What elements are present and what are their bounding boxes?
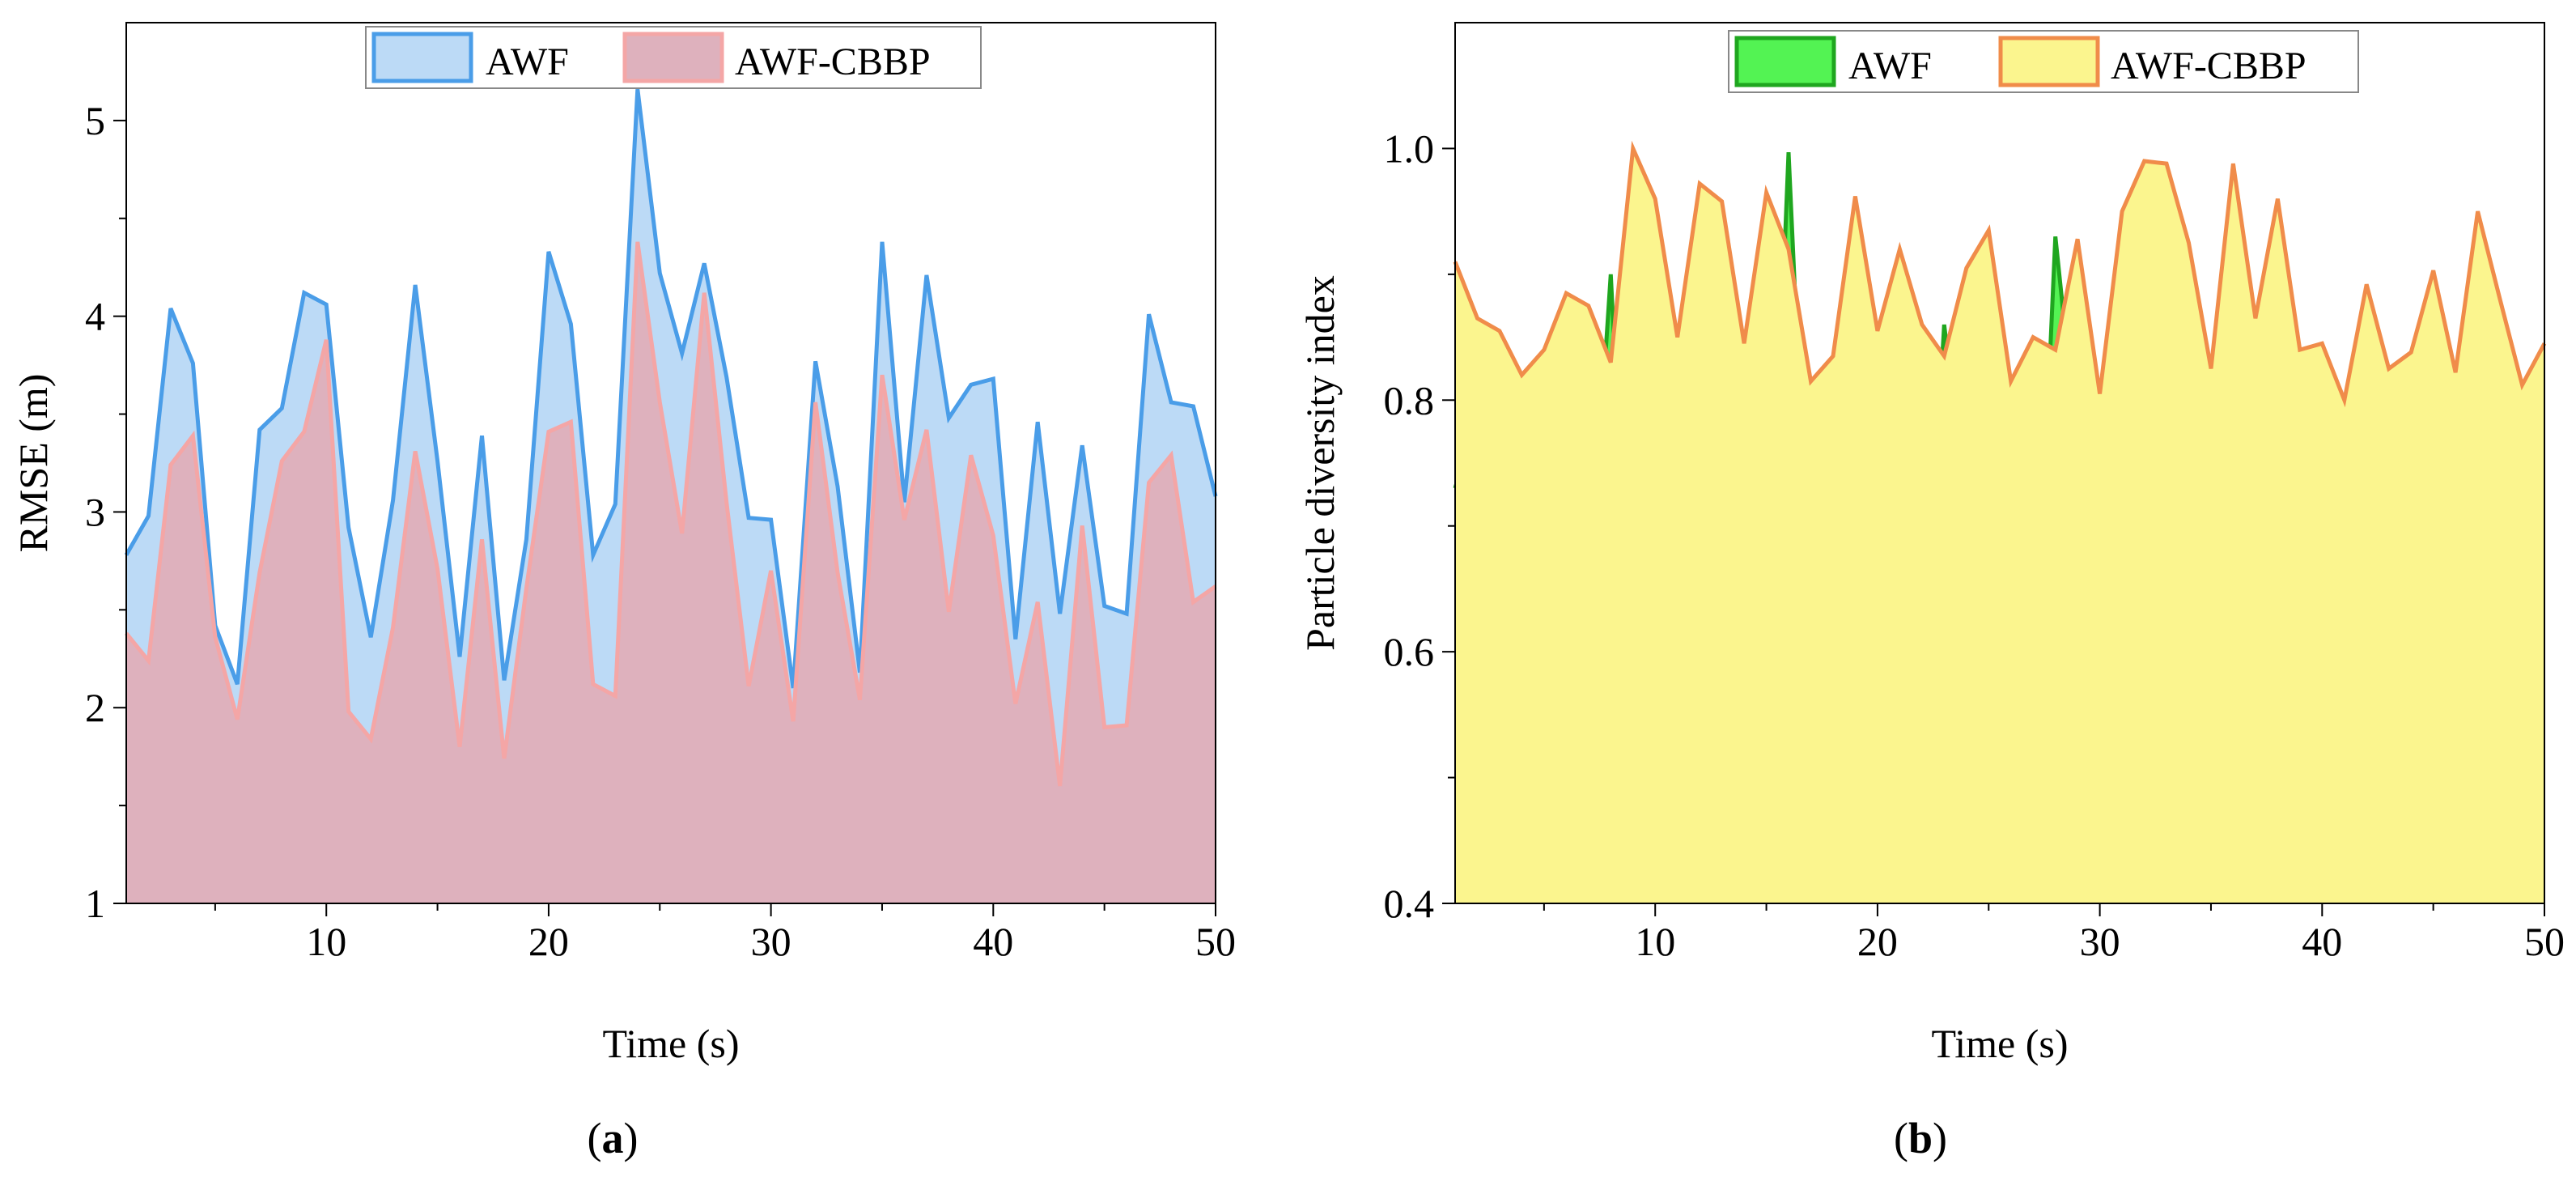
panel-a-rmse: 10 20 30 40 50 1 2 3 4 5 AWF AWF-CBBP Time (s) RM…: [11, 22, 1236, 1162]
panel-b-caption: (b): [1894, 1114, 1947, 1162]
y-tick-label: 0.8: [1384, 377, 1435, 423]
x-tick-label: 10: [306, 919, 346, 964]
y-tick-label: 1: [85, 881, 105, 926]
series-line-awf-cbbp: [1453, 140, 2547, 408]
panel-a-caption: (a): [588, 1114, 639, 1162]
y-tick-label: 2: [85, 685, 105, 730]
legend-swatch-awf: [1734, 36, 1836, 87]
panel-b-caption-letter: b: [1908, 1114, 1933, 1162]
legend-swatch-awf: [371, 32, 473, 83]
x-tick-label: 40: [973, 919, 1013, 964]
panel-a-xlabel: Time (s): [602, 1021, 739, 1066]
panel-a-plot-frame: [125, 22, 1216, 904]
legend-swatch-awf-cbbp: [1998, 36, 2100, 87]
y-tick-label: 5: [85, 98, 105, 143]
panel-b-plot-frame: [1454, 22, 2545, 904]
x-tick-label: 40: [2302, 919, 2342, 964]
panel-a-ticks: 10 20 30 40 50 1 2 3 4 5: [85, 98, 1236, 964]
y-tick-label: 1.0: [1384, 125, 1435, 171]
panel-b-legend: AWF AWF-CBBP: [1728, 30, 2359, 93]
panel-a-areas: [124, 88, 1218, 903]
series-line-awf-cbbp: [125, 241, 1217, 787]
x-tick-label: 50: [1195, 919, 1236, 964]
x-tick-label: 30: [751, 919, 791, 964]
x-tick-label: 30: [2080, 919, 2120, 964]
legend-label-awf: AWF: [486, 40, 569, 83]
series-line-awf: [124, 88, 1218, 689]
area-fill-awf-cbbp: [126, 241, 1216, 903]
legend-label-awf: AWF: [1848, 45, 1932, 87]
legend-label-awf-cbbp: AWF-CBBP: [2111, 45, 2307, 87]
legend-label-awf-cbbp: AWF-CBBP: [735, 40, 931, 83]
panel-a-ylabel: RMSE (m): [11, 374, 56, 553]
panel-a-legend: AWF AWF-CBBP: [365, 26, 982, 89]
panel-b-ylabel: Particle diversity index: [1297, 275, 1343, 651]
panel-b-ticks: 10 20 30 40 50 0.4 0.6 0.8 1.0: [1384, 125, 2565, 964]
x-tick-label: 20: [1857, 919, 1898, 964]
y-tick-label: 3: [85, 489, 105, 534]
panel-b-xlabel: Time (s): [1931, 1021, 2068, 1066]
legend-swatch-awf-cbbp: [622, 32, 724, 83]
y-tick-label: 0.6: [1384, 629, 1435, 674]
x-tick-label: 10: [1635, 919, 1675, 964]
panel-b-diversity: 10 20 30 40 50 0.4 0.6 0.8 1.0 AWF AWF-CBBP Time…: [1297, 22, 2565, 1162]
x-tick-label: 50: [2524, 919, 2565, 964]
panel-a-caption-letter: a: [602, 1114, 624, 1162]
y-tick-label: 0.4: [1384, 881, 1435, 926]
area-fill-awf-cbbp: [1455, 148, 2544, 903]
y-tick-label: 4: [85, 294, 105, 339]
panel-b-areas: [1453, 140, 2547, 904]
x-tick-label: 20: [528, 919, 569, 964]
